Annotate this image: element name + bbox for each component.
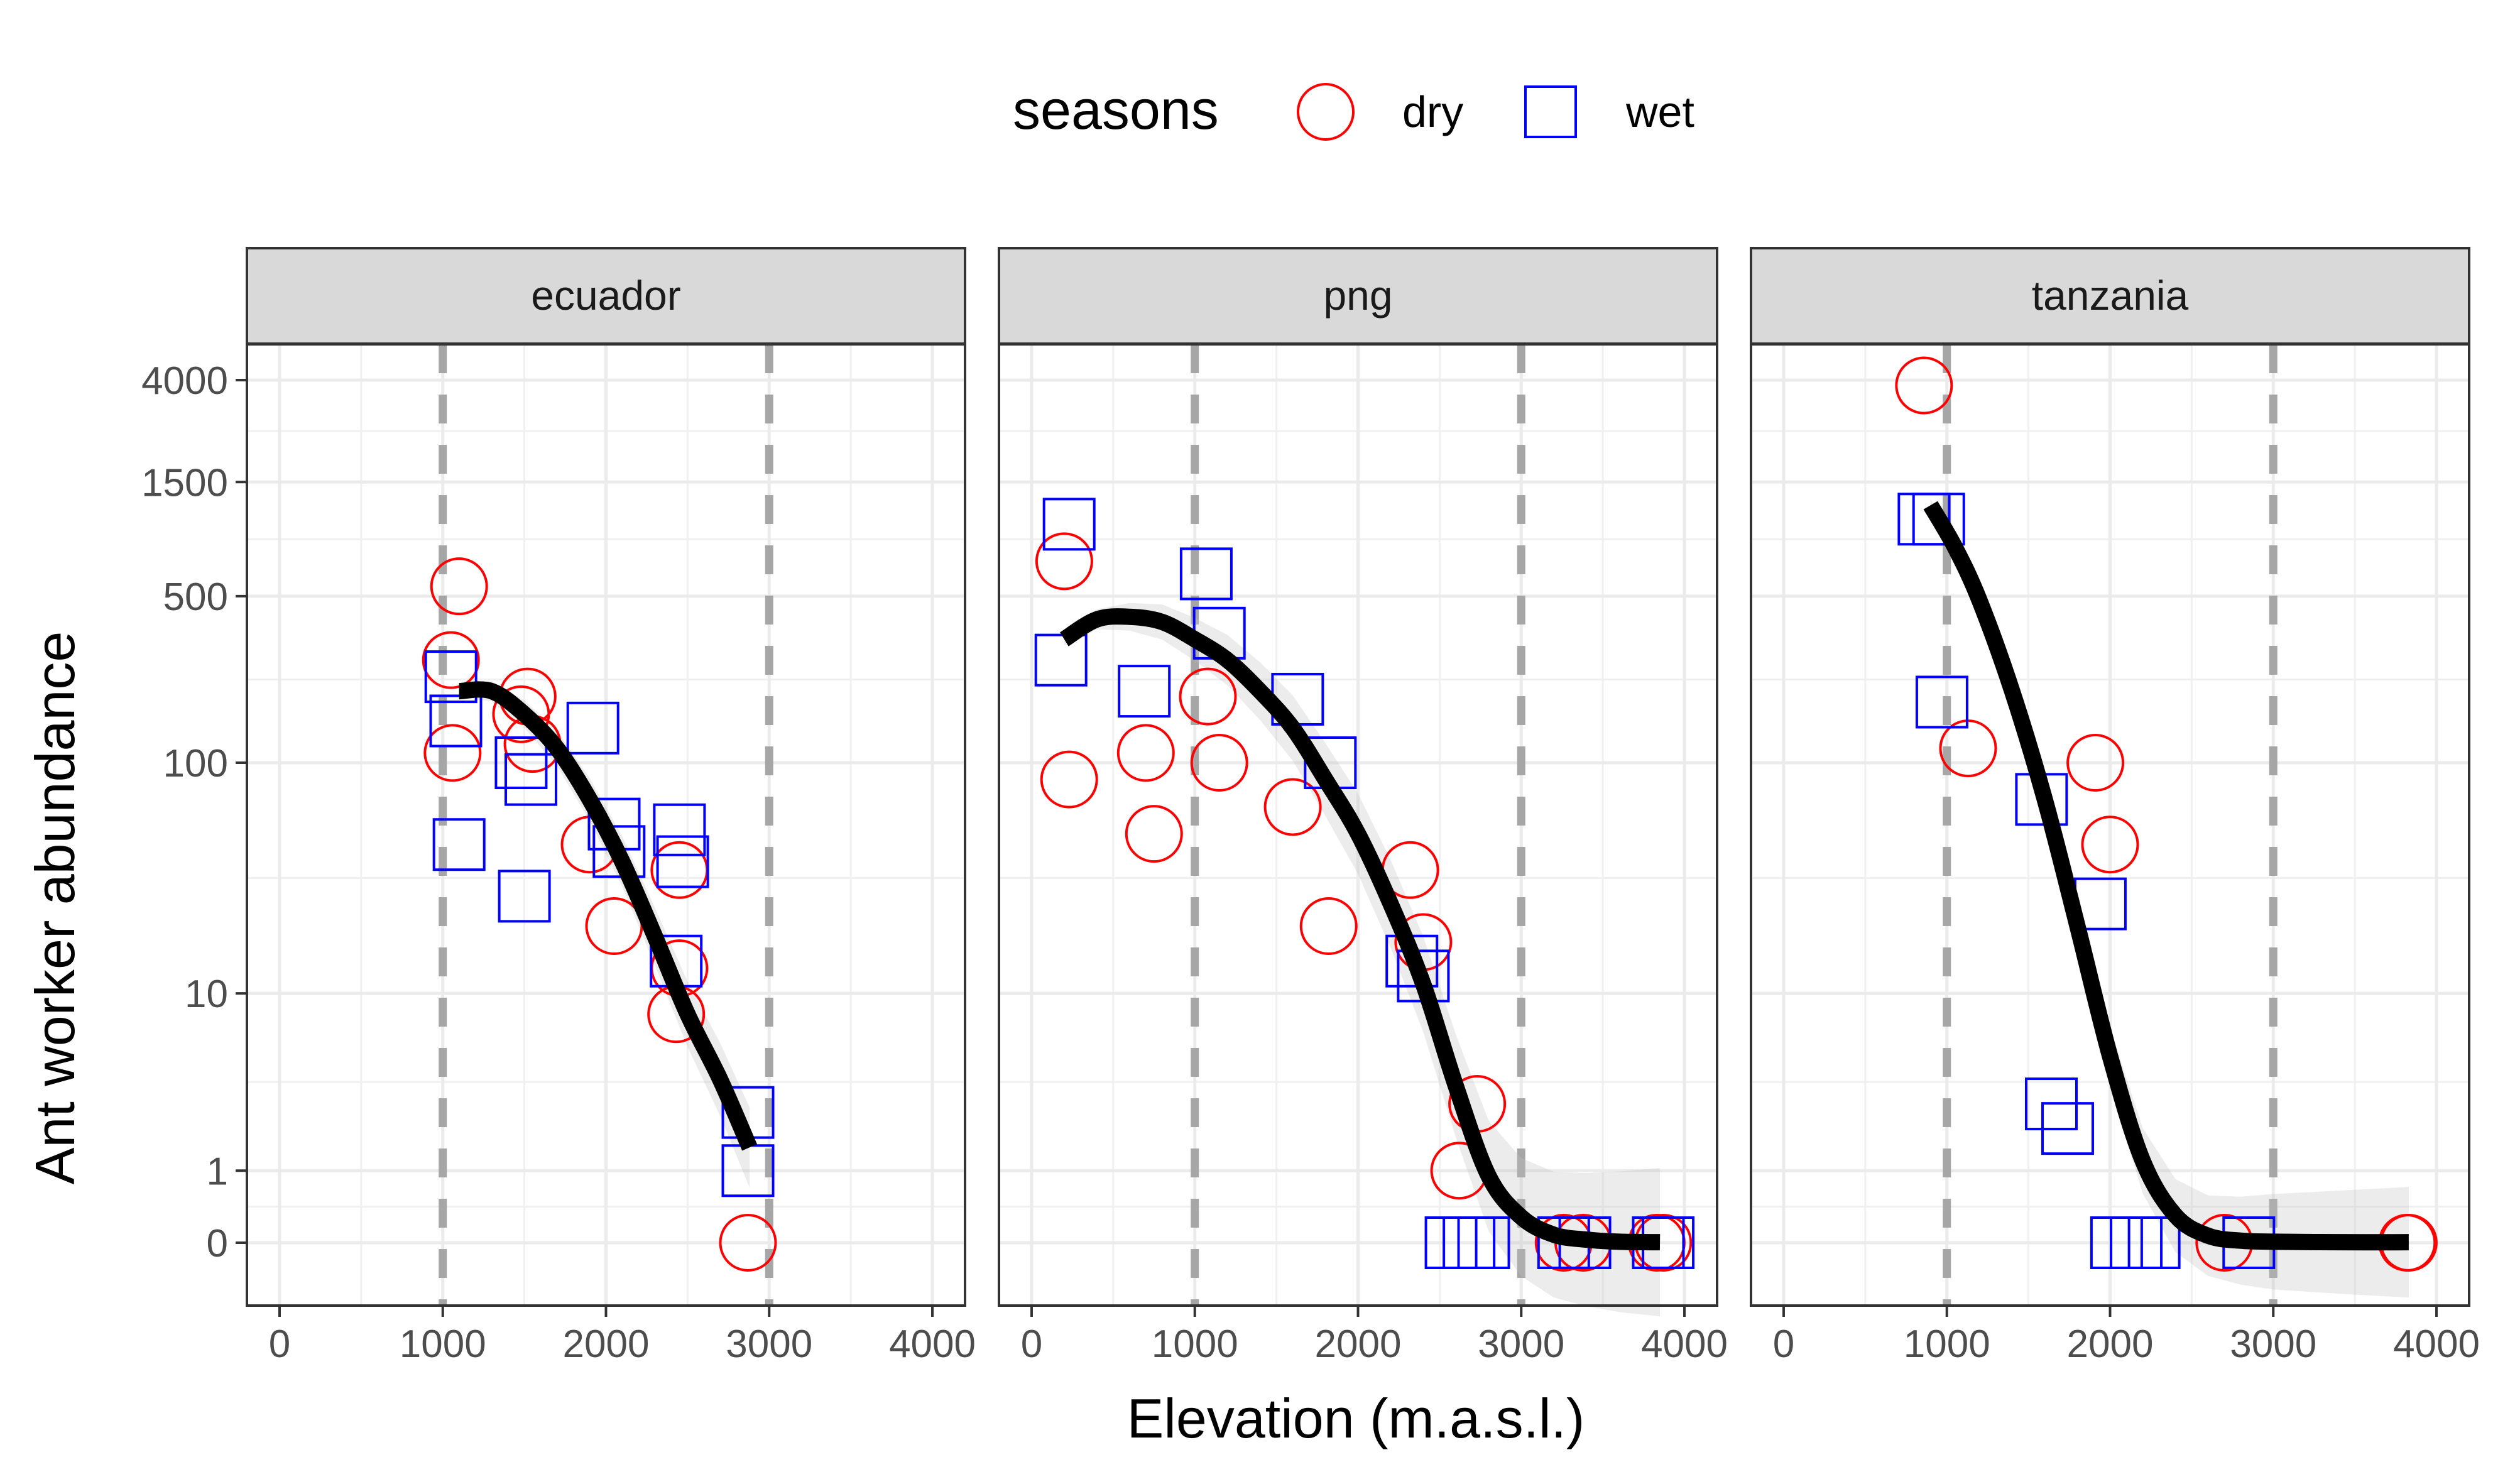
point-wet	[592, 825, 646, 878]
point-dry	[719, 1214, 777, 1272]
x-tick-label: 0	[1021, 1323, 1042, 1366]
point-wet	[1915, 675, 1968, 729]
point-dry	[1263, 778, 1322, 836]
point-dry	[1179, 667, 1237, 726]
x-tick-label: 1000	[400, 1323, 486, 1366]
point-dry	[1895, 356, 1953, 415]
panel-png: png 0 1000 2000 3000 4000	[998, 247, 1728, 1366]
x-axis-title: Elevation (m.a.s.l.)	[1127, 1387, 1585, 1449]
point-wet	[566, 701, 619, 755]
point-dry	[1035, 532, 1093, 591]
x-tick-label: 1000	[1152, 1323, 1238, 1366]
legend-label-wet: wet	[1625, 87, 1694, 136]
point-wet	[505, 753, 558, 806]
point-dry	[1190, 734, 1248, 792]
strip-label-ecuador: ecuador	[531, 272, 681, 319]
legend: seasons dry wet	[1013, 79, 1694, 141]
x-tick-label: 3000	[2230, 1323, 2316, 1366]
x-tick-label: 3000	[1478, 1323, 1564, 1366]
point-wet	[1912, 493, 1965, 546]
strip-label-png: png	[1323, 272, 1392, 319]
x-tick-label: 1000	[1904, 1323, 1990, 1366]
fit-line-tanzania	[1923, 501, 2409, 1251]
point-wet	[653, 803, 706, 856]
legend-label-dry: dry	[1402, 87, 1463, 136]
x-tick-label: 4000	[889, 1323, 976, 1366]
legend-key-dry	[1297, 83, 1355, 141]
point-dry	[1125, 805, 1183, 863]
series-wet-tanzania	[1897, 493, 2276, 1269]
point-wet	[2127, 1216, 2181, 1269]
strip-label-tanzania: tanzania	[2032, 272, 2189, 319]
legend-entry-dry: dry	[1297, 83, 1463, 141]
panel-ecuador: ecuador 0 1000 2000 3000 4000 0 1 10 100 500 1500 40…	[141, 247, 976, 1366]
point-wet	[1179, 547, 1233, 601]
point-dry	[2081, 816, 2139, 874]
point-wet	[432, 818, 486, 871]
x-tick-label: 2000	[1315, 1323, 1402, 1366]
y-tick-label: 1	[207, 1150, 228, 1193]
point-dry	[422, 631, 480, 689]
y-tick-label: 0	[207, 1222, 228, 1265]
gridlines-tanzania	[1751, 343, 2469, 1306]
x-tick-label: 4000	[2393, 1323, 2480, 1366]
confidence-ribbon-tanzania	[1930, 499, 2409, 1298]
x-tick-label: 3000	[726, 1323, 812, 1366]
point-dry	[430, 557, 488, 616]
x-tick-label: 4000	[1641, 1323, 1728, 1366]
x-tick-label: 0	[1773, 1323, 1794, 1366]
fit-line-png	[1059, 608, 1661, 1251]
point-wet	[498, 870, 551, 923]
y-tick-label: 10	[185, 973, 228, 1016]
legend-key-wet	[1524, 85, 1577, 138]
point-dry	[423, 724, 482, 782]
point-dry	[2066, 734, 2125, 792]
y-tick-label: 1500	[141, 461, 228, 505]
point-wet	[656, 835, 709, 888]
point-wet	[1042, 498, 1096, 551]
point-wet	[1457, 1216, 1510, 1269]
legend-entry-wet: wet	[1524, 85, 1694, 138]
point-dry	[1116, 724, 1175, 782]
strip-png	[998, 247, 1718, 345]
point-dry	[1299, 897, 1358, 956]
y-axis-title: Ant worker abundance	[24, 631, 86, 1185]
x-tick-label: 2000	[2067, 1323, 2154, 1366]
panels: ecuador 0 1000 2000 3000 4000 0 1 10 100 500 1500 40…	[141, 247, 2480, 1366]
point-wet	[429, 694, 483, 748]
point-dry	[492, 685, 550, 743]
point-dry	[1040, 750, 1098, 809]
strip-ecuador	[246, 247, 966, 345]
x-tick-label: 0	[269, 1323, 290, 1366]
fit-line-ecuador	[458, 681, 758, 1151]
y-tick-label: 100	[163, 742, 228, 785]
x-tick-label: 2000	[563, 1323, 650, 1366]
point-wet	[1118, 665, 1171, 718]
legend-title: seasons	[1013, 79, 1219, 141]
y-tick-label: 4000	[141, 359, 228, 403]
strip-tanzania	[1750, 247, 2470, 345]
panel-tanzania: tanzania 0 1000 2000 3000 4000	[1750, 247, 2480, 1366]
point-wet	[494, 736, 548, 790]
point-wet	[1034, 633, 1088, 687]
point-wet	[2041, 1102, 2094, 1155]
y-tick-label: 500	[163, 576, 228, 619]
point-wet	[424, 650, 477, 704]
